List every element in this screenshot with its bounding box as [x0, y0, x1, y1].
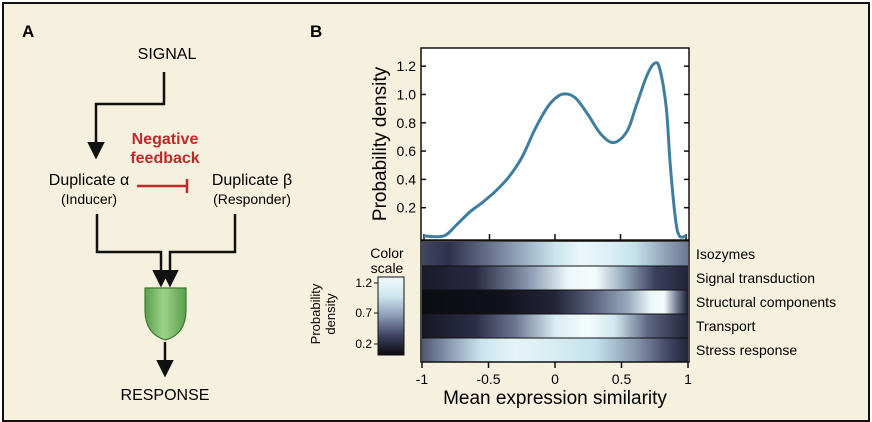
heatmap-row: [422, 314, 688, 338]
density-y-tick-label: 1.2: [397, 58, 417, 74]
density-y-tick-label: 0.8: [397, 115, 417, 131]
colorbar-gradient: [377, 276, 405, 356]
heatmap-row: [422, 266, 688, 290]
heatmap-row: [422, 338, 688, 362]
signal-label: SIGNAL: [138, 46, 197, 63]
duplicate-alpha-label: Duplicate α: [49, 172, 129, 189]
panel-b-label: B: [310, 22, 322, 41]
density-y-tick-label: 0.2: [397, 200, 417, 216]
colorbar-label-line1: Probability: [308, 283, 323, 344]
colorbar: Color scale 1.2 0.7 0.2 Probability densit…: [308, 245, 405, 356]
beta-to-gate-arrow: [161, 214, 237, 288]
duplicate-alpha-role: (Inducer): [61, 191, 117, 207]
duplicate-beta-role: (Responder): [213, 191, 291, 207]
heatmap-row-labels: Isozymes Signal transduction Structural co…: [696, 246, 836, 358]
heatmap-row-label: Transport: [696, 318, 756, 334]
alpha-to-gate-arrow: [95, 214, 170, 288]
heatmap-row: [422, 242, 688, 266]
density-y-tick-label: 0.6: [397, 143, 417, 159]
heatmap: Isozymes Signal transduction Structural co…: [416, 240, 836, 409]
heatmap-x-tick-label: -0.5: [476, 371, 500, 387]
density-plot-frame: [420, 47, 690, 241]
density-y-ticks: 1.2 1.0 0.8 0.6 0.4 0.2: [397, 58, 689, 216]
response-label: RESPONSE: [121, 387, 210, 404]
heatmap-rows: [422, 242, 688, 362]
signal-to-alpha-arrow: [87, 72, 166, 160]
color-scale-label-line1: Color: [370, 245, 404, 261]
heatmap-row-label: Isozymes: [696, 246, 755, 262]
heatmap-x-tick-label: 0: [551, 371, 559, 387]
density-curve: [423, 61, 687, 239]
heatmap-x-tick-label: 1: [684, 371, 692, 387]
heatmap-x-axis-label: Mean expression similarity: [443, 388, 667, 409]
colorbar-tick-label: 1.2: [355, 276, 372, 290]
figure-canvas: A SIGNAL Negative feedback Duplicate α (…: [22, 22, 836, 409]
color-scale-label-line2: scale: [371, 260, 404, 276]
duplicate-beta-label: Duplicate β: [212, 172, 292, 189]
heatmap-row-label: Structural components: [696, 294, 836, 310]
colorbar-tick-label: 0.7: [355, 306, 372, 320]
colorbar-ticks: 1.2 0.7 0.2: [355, 276, 378, 351]
density-y-tick-label: 0.4: [397, 171, 417, 187]
and-gate-icon: [144, 287, 187, 341]
heatmap-row-label: Signal transduction: [696, 270, 815, 286]
feedback-label-line2: feedback: [130, 150, 199, 167]
heatmap-x-tick-label: 0.5: [612, 371, 632, 387]
heatmap-row-label: Stress response: [696, 342, 797, 358]
colorbar-label-line2: density: [323, 293, 338, 335]
panel-a: A SIGNAL Negative feedback Duplicate α (…: [22, 22, 292, 404]
panel-a-label: A: [22, 22, 34, 41]
panel-b: B 1.2 1.0 0.8 0.6 0.4 0.2 Probability density…: [308, 22, 836, 409]
heatmap-x-ticks: -1 -0.5 0 0.5 1: [416, 362, 692, 387]
density-plot: 1.2 1.0 0.8 0.6 0.4 0.2 Probability density: [370, 47, 690, 241]
heatmap-row: [422, 290, 688, 314]
density-y-axis-label: Probability density: [370, 66, 391, 221]
colorbar-tick-label: 0.2: [355, 337, 372, 351]
heatmap-x-tick-label: -1: [416, 371, 429, 387]
feedback-label-line1: Negative: [132, 131, 199, 148]
density-y-tick-label: 1.0: [397, 86, 417, 102]
